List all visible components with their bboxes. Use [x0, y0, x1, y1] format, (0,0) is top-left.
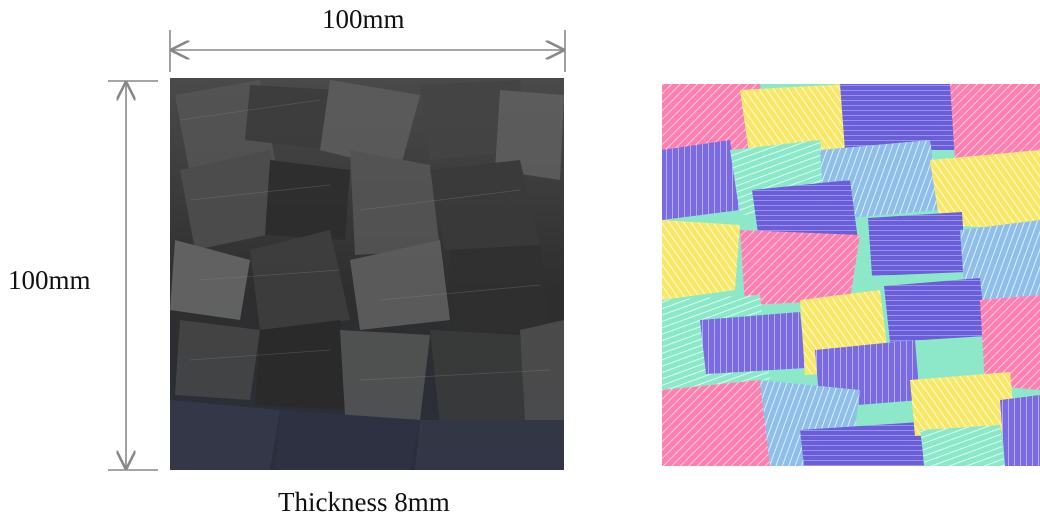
height-dimension-label: 100mm	[8, 265, 91, 295]
thickness-caption: Thickness 8mm	[278, 487, 450, 517]
height-dimension-line	[108, 80, 158, 471]
specimen-photo	[170, 78, 564, 470]
simulation-model	[662, 84, 1040, 466]
width-dimension-label: 100mm	[322, 4, 405, 34]
width-dimension-line	[169, 30, 566, 72]
